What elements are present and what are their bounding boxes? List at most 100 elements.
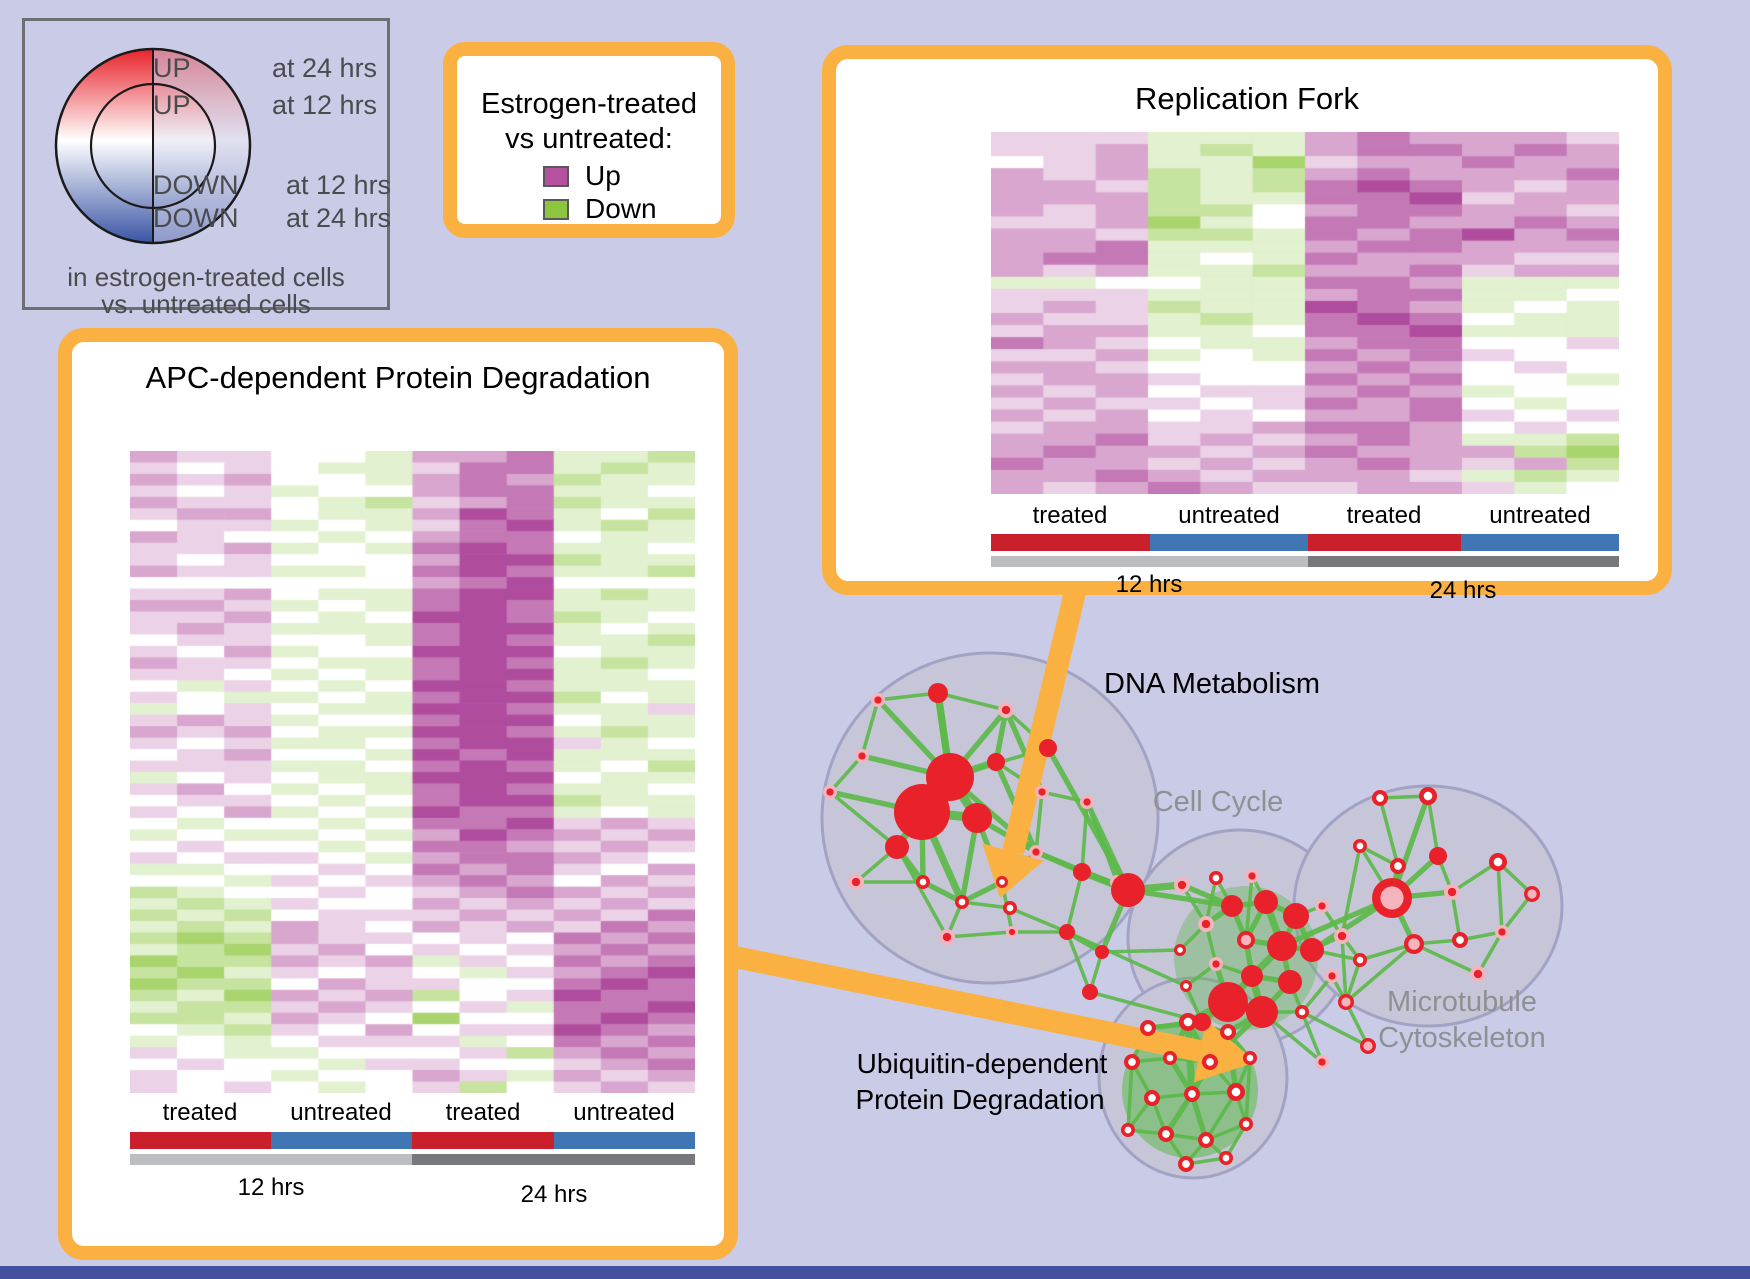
node-s-dna-metabolism (1039, 739, 1057, 757)
node-p-microtubule-cytoskeleton-core (1408, 938, 1420, 950)
edge-dna-metabolism (1085, 800, 1119, 884)
edge-dna-metabolism (1080, 800, 1089, 874)
node-c-microtubule-cytoskeleton-core (1498, 928, 1506, 936)
apc-24h-bar (412, 1154, 695, 1165)
edge-cell-cycle (1300, 1010, 1324, 1064)
edge-cell-cycle (1300, 974, 1334, 1014)
cluster-label-dna-metabolism: DNA Metabolism (1104, 668, 1320, 700)
edge-dna-metabolism (860, 698, 880, 758)
node-c-dna-metabolism-core (851, 877, 861, 887)
node-p-cell-cycle-core (1240, 934, 1252, 946)
edge-ubiquitin-protein-degradation (1204, 1090, 1238, 1142)
node-s-cell-cycle (1221, 895, 1243, 917)
node-p-cell-cycle-core (1363, 1041, 1373, 1051)
rf-group-label-3: untreated (1489, 502, 1591, 529)
edge-dna-metabolism (876, 691, 940, 702)
node-s-microtubule-cytoskeleton (1429, 847, 1447, 865)
node-h-microtubule-cytoskeleton-core (1456, 936, 1464, 944)
apc-group-label-2: treated (445, 1099, 521, 1126)
edge-ubiquitin-protein-degradation (1189, 1091, 1209, 1143)
node-h-ubiquitin-protein-degradation-core (1182, 1160, 1190, 1168)
node-h-ubiquitin-protein-degradation-core (1124, 1126, 1132, 1134)
node-h-ubiquitin-protein-degradation-core (1128, 1058, 1136, 1066)
edge-bridge (1100, 948, 1182, 954)
figure-bottom-strip (0, 1266, 1750, 1279)
up-down-legend-title-1: Estrogen-treated (480, 88, 698, 120)
cluster-label-microtubule-1: Microtubule (1387, 986, 1537, 1018)
apc-group-label-3: untreated (573, 1099, 675, 1126)
node-c-microtubule-cytoskeleton-core (1473, 969, 1483, 979)
node-h-microtubule-cytoskeleton-core (1493, 857, 1503, 867)
ring-legend-time-1: at 12 hrs (272, 90, 378, 120)
node-c-dna-metabolism-core (1083, 798, 1091, 806)
edge-dna-metabolism (1034, 790, 1044, 854)
node-s-dna-metabolism (885, 835, 909, 859)
rf-group-label-2: treated (1346, 502, 1422, 529)
node-s-cell-cycle (1300, 938, 1324, 962)
node-s-dna-metabolism (1059, 924, 1075, 940)
node-p-microtubule-cytoskeleton-core (1527, 889, 1537, 899)
ring-legend-time-0: at 24 hrs (272, 53, 378, 83)
node-s-cell-cycle (1267, 931, 1297, 961)
ring-legend-time-3: at 24 hrs (286, 203, 392, 233)
node-c-cell-cycle-core (1337, 931, 1347, 941)
up-label: Up (585, 160, 621, 191)
rf-24h-bar (1308, 556, 1619, 567)
apc-treated-bar-24h (412, 1132, 554, 1149)
node-p-microtubule-cytoskeleton-core (1380, 886, 1404, 910)
edge-dna-metabolism (945, 930, 1014, 939)
rf-group-label-0: treated (1032, 502, 1108, 529)
ring-legend-dir-0: UP (153, 53, 191, 83)
node-s-cell-cycle (1283, 903, 1309, 929)
edge-dna-metabolism (828, 754, 864, 794)
node-c-dna-metabolism-core (826, 788, 834, 796)
node-c-dna-metabolism-core (1001, 705, 1011, 715)
node-h-cell-cycle-core (1356, 956, 1364, 964)
node-h-dna-metabolism-core (919, 878, 927, 886)
edge-microtubule-cytoskeleton (1378, 796, 1400, 868)
edge-dna-metabolism (959, 879, 1005, 905)
apc-panel-title: APC-dependent Protein Degradation (145, 360, 651, 395)
connector-arrow-1 (732, 946, 1203, 1062)
node-s-dna-metabolism (926, 753, 974, 801)
edge-microtubule-cytoskeleton (1426, 794, 1440, 858)
node-s-dna-metabolism (928, 683, 948, 703)
node-c-cell-cycle-core (1318, 1058, 1326, 1066)
connector-arrow-0 (1002, 589, 1086, 855)
edge-microtubule-cytoskeleton (1496, 860, 1504, 934)
apc-panel: APC-dependent Protein Degradation treate… (58, 328, 738, 1260)
node-c-cell-cycle-core (1248, 872, 1256, 880)
node-h-ubiquitin-protein-degradation-core (1224, 1028, 1232, 1036)
apc-12h-bar (130, 1154, 412, 1165)
replication-fork-title: Replication Fork (1135, 81, 1359, 116)
node-c-dna-metabolism-core (1032, 848, 1040, 856)
apc-time-label-24h: 24 hrs (520, 1181, 588, 1208)
edge-dna-metabolism (895, 845, 949, 939)
node-h-microtubule-cytoskeleton-core (1356, 842, 1364, 850)
node-h-microtubule-cytoskeleton-core (1423, 791, 1433, 801)
rf-treated-bar-12h (991, 534, 1150, 551)
apc-time-label-12h: 12 hrs (237, 1174, 305, 1201)
node-h-microtubule-cytoskeleton-core (1394, 862, 1402, 870)
edge-cell-cycle (1300, 1010, 1370, 1048)
node-s-cell-cycle (1254, 890, 1278, 914)
rf-time-label-24h: 24 hrs (1429, 577, 1497, 604)
node-s-cell-cycle (1208, 982, 1248, 1022)
edge-dna-metabolism (1008, 906, 1069, 934)
edge-ubiquitin-protein-degradation (1126, 1060, 1134, 1132)
node-s-dna-metabolism (987, 753, 1005, 771)
node-s-dna-metabolism (1082, 984, 1098, 1000)
apc-group-label-1: untreated (290, 1099, 392, 1126)
node-s-dna-metabolism (962, 803, 992, 833)
cluster-label-ubiquitin-1: Ubiquitin-dependent (856, 1048, 1108, 1079)
edge-microtubule-cytoskeleton (1450, 890, 1462, 942)
apc-group-label-0: treated (162, 1099, 238, 1126)
replication-fork-panel: Replication Fork treated untreated treat… (822, 45, 1672, 604)
edge-cell-cycle (1340, 934, 1348, 1004)
node-h-cell-cycle-core (1177, 947, 1183, 953)
apc-treated-bar-12h (130, 1132, 271, 1149)
edge-microtubule-cytoskeleton (1450, 860, 1500, 894)
node-c-cell-cycle-core (1318, 902, 1326, 910)
rf-12h-bar (991, 556, 1308, 567)
